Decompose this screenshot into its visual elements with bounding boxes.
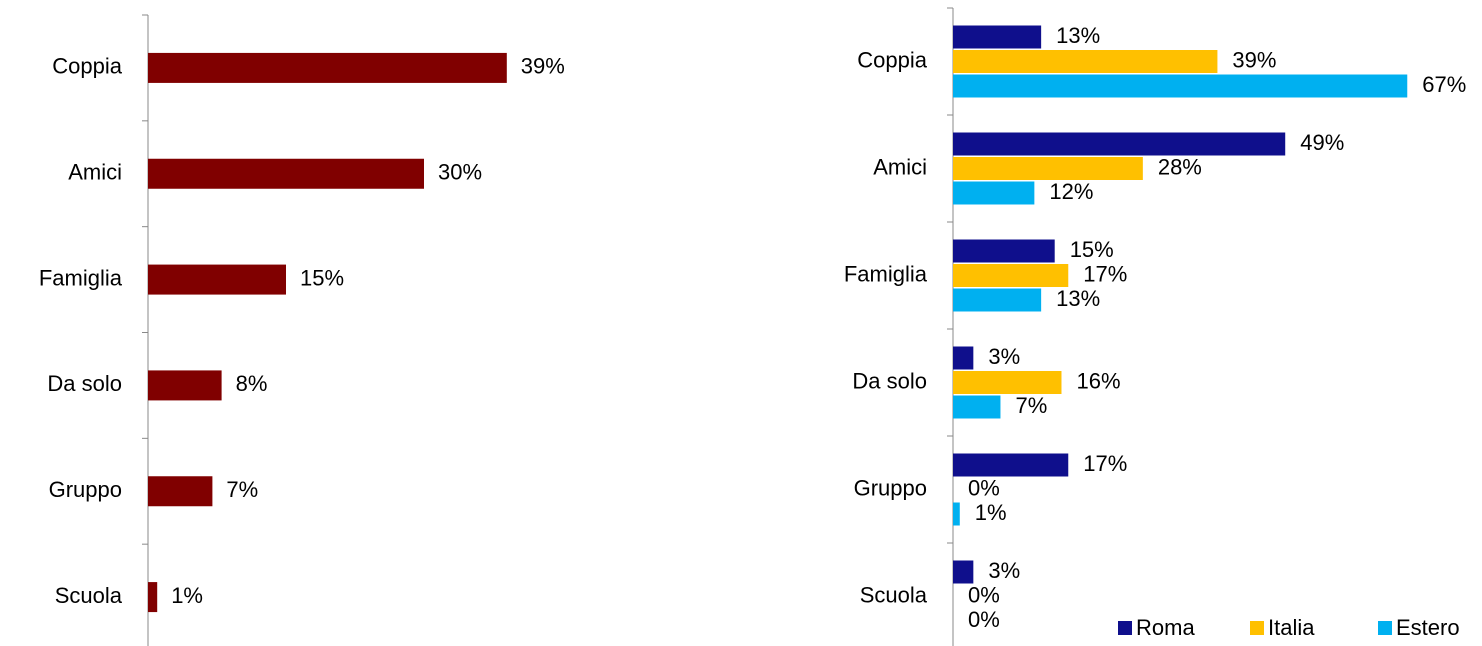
data-label: 0% bbox=[968, 475, 1000, 500]
data-label: 0% bbox=[968, 607, 1000, 632]
bar bbox=[953, 132, 1286, 156]
legend-label: Roma bbox=[1136, 615, 1195, 640]
bar bbox=[953, 25, 1042, 49]
bar bbox=[953, 264, 1069, 287]
category-label: Da solo bbox=[852, 368, 927, 393]
data-label: 17% bbox=[1083, 451, 1127, 476]
legend-swatch bbox=[1378, 621, 1392, 635]
bar bbox=[953, 502, 960, 526]
category-label: Scuola bbox=[55, 583, 123, 608]
bar bbox=[953, 560, 974, 584]
bar bbox=[148, 476, 213, 507]
category-label: Amici bbox=[873, 154, 927, 179]
category-label: Gruppo bbox=[854, 475, 927, 500]
bar bbox=[953, 157, 1143, 180]
category-label: Da solo bbox=[47, 371, 122, 396]
bar bbox=[953, 74, 1408, 98]
data-label: 30% bbox=[438, 160, 482, 185]
data-label: 3% bbox=[988, 344, 1020, 369]
category-label: Coppia bbox=[857, 47, 927, 72]
data-label: 67% bbox=[1422, 72, 1466, 97]
bar bbox=[148, 158, 424, 189]
data-label: 7% bbox=[1015, 393, 1047, 418]
bar bbox=[953, 50, 1218, 73]
data-label: 49% bbox=[1300, 130, 1344, 155]
data-label: 17% bbox=[1083, 261, 1127, 286]
data-label: 3% bbox=[988, 558, 1020, 583]
legend-swatch bbox=[1250, 621, 1264, 635]
category-label: Coppia bbox=[52, 54, 122, 79]
bar bbox=[148, 582, 158, 613]
legend-label: Estero bbox=[1396, 615, 1460, 640]
legend-swatch bbox=[1118, 621, 1132, 635]
category-label: Scuola bbox=[860, 582, 928, 607]
bar bbox=[148, 52, 507, 83]
bar bbox=[953, 346, 974, 370]
bar bbox=[148, 264, 286, 295]
bar bbox=[953, 395, 1001, 419]
bar bbox=[953, 288, 1042, 312]
bar bbox=[953, 453, 1069, 477]
data-label: 1% bbox=[171, 583, 203, 608]
data-label: 13% bbox=[1056, 286, 1100, 311]
data-label: 15% bbox=[1070, 237, 1114, 262]
category-label: Amici bbox=[68, 160, 122, 185]
data-label: 15% bbox=[300, 265, 344, 290]
data-label: 28% bbox=[1158, 154, 1202, 179]
category-label: Gruppo bbox=[49, 477, 122, 502]
data-label: 8% bbox=[236, 371, 268, 396]
category-label: Famiglia bbox=[844, 261, 928, 286]
data-label: 39% bbox=[1232, 47, 1276, 72]
data-label: 7% bbox=[226, 477, 258, 502]
data-label: 0% bbox=[968, 582, 1000, 607]
bar bbox=[953, 371, 1062, 394]
data-label: 1% bbox=[975, 500, 1007, 525]
legend-label: Italia bbox=[1268, 615, 1315, 640]
data-label: 16% bbox=[1076, 368, 1120, 393]
category-label: Famiglia bbox=[39, 265, 123, 290]
bar bbox=[148, 370, 222, 401]
data-label: 12% bbox=[1049, 179, 1093, 204]
bar bbox=[953, 181, 1035, 205]
data-label: 13% bbox=[1056, 23, 1100, 48]
bar bbox=[953, 239, 1055, 263]
data-label: 39% bbox=[521, 54, 565, 79]
